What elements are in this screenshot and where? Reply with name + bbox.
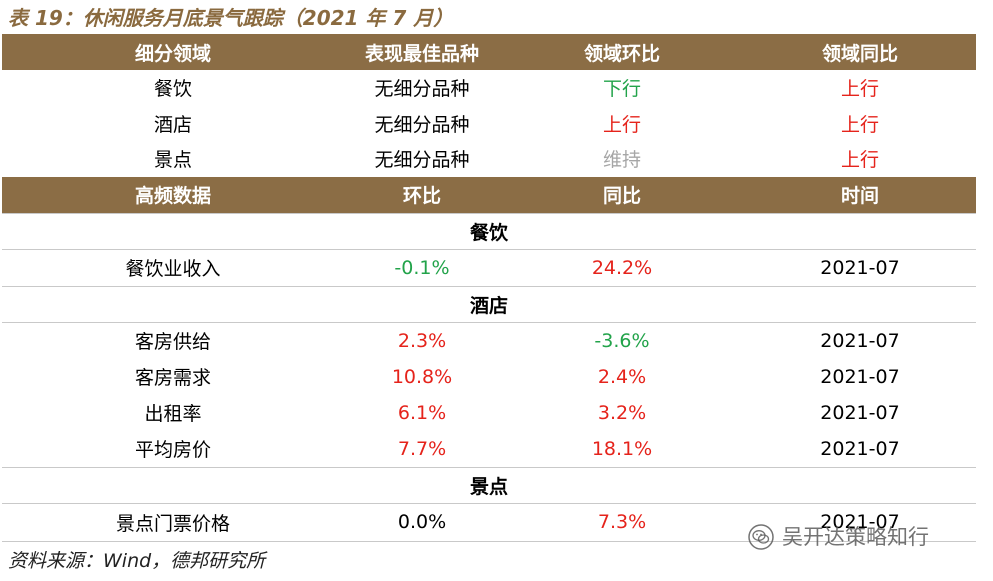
sector-mom: 下行 (602, 78, 641, 101)
metric-time: 2021-07 (820, 401, 900, 424)
metric-yoy: 24.2% (591, 256, 653, 279)
section-title: 景点 (2, 466, 976, 504)
metric-name: 客房供给 (134, 331, 211, 353)
sector-name: 酒店 (153, 113, 192, 136)
metric-name: 客房需求 (134, 367, 211, 389)
metric-name: 景点门票价格 (2, 503, 344, 542)
table-row: 客房供给 2.3% -3.6% 2021-07 (2, 322, 976, 359)
sector-name: 餐饮 (153, 78, 192, 101)
table-row: 客房需求 10.8% 2.4% 2021-07 (2, 359, 976, 395)
metric-yoy: 7.3% (500, 503, 744, 542)
column-header: 高频数据 (2, 176, 344, 213)
metric-name: 餐饮业收入 (125, 258, 221, 280)
sector-yoy: 上行 (840, 149, 879, 172)
metric-mom: -0.1% (394, 256, 450, 279)
metric-time: 2021-07 (820, 329, 900, 352)
metric-time: 2021-07 (820, 256, 900, 279)
table-row: 餐饮 无细分品种 下行 上行 (2, 70, 976, 106)
watermark: 吴开达策略知行 (748, 522, 929, 552)
metric-mom: 6.1% (397, 401, 447, 424)
column-header: 同比 (500, 176, 744, 213)
metric-name: 出租率 (144, 403, 202, 425)
table-row: 景点 无细分品种 维持 上行 (2, 141, 976, 177)
section-row: 餐饮 (2, 212, 976, 250)
source-note: 资料来源：Wind，德邦研究所 (8, 550, 266, 572)
metric-yoy: -3.6% (594, 329, 650, 352)
column-header: 环比 (344, 176, 500, 213)
metric-mom: 10.8% (391, 365, 453, 388)
column-header: 时间 (744, 176, 976, 213)
column-header: 领域环比 (500, 34, 744, 70)
metric-yoy: 18.1% (591, 437, 653, 460)
column-header: 细分领域 (2, 34, 344, 70)
metric-time: 2021-07 (820, 365, 900, 388)
table-row: 餐饮业收入 -0.1% 24.2% 2021-07 (2, 249, 976, 286)
table-row: 景点门票价格 0.0% 7.3% 2021-07 (2, 503, 976, 542)
metric-time: 2021-07 (744, 503, 976, 542)
metric-yoy: 2.4% (597, 365, 647, 388)
leisure-service-table: 细分领域 表现最佳品种 领域环比 领域同比 餐饮 无细分品种 下行 上行 酒店 … (2, 34, 976, 542)
column-header: 表现最佳品种 (344, 34, 500, 70)
section-row: 景点 (2, 466, 976, 504)
sector-name: 景点 (153, 149, 192, 172)
section-title: 酒店 (2, 285, 976, 323)
sector-mom: 上行 (602, 113, 641, 136)
watermark-text: 吴开达策略知行 (782, 525, 929, 549)
metric-mom: 2.3% (397, 329, 447, 352)
table-row: 平均房价 7.7% 18.1% 2021-07 (2, 431, 976, 468)
section-title: 餐饮 (2, 212, 976, 250)
table-row: 出租率 6.1% 3.2% 2021-07 (2, 395, 976, 431)
table-row: 酒店 无细分品种 上行 上行 (2, 106, 976, 142)
table-title: 表 19：休闲服务月底景气跟踪（2021 年 7 月） (8, 6, 454, 30)
header-row-sectors: 细分领域 表现最佳品种 领域环比 领域同比 (2, 34, 976, 70)
metric-mom: 7.7% (397, 437, 447, 460)
metric-mom: 0.0% (344, 503, 500, 542)
best-variety: 无细分品种 (374, 78, 470, 101)
sector-yoy: 上行 (840, 113, 879, 136)
sector-mom: 维持 (602, 149, 641, 172)
metric-time: 2021-07 (820, 437, 900, 460)
column-header: 领域同比 (744, 34, 976, 70)
header-row-high-frequency: 高频数据 环比 同比 时间 (2, 176, 976, 213)
section-row: 酒店 (2, 285, 976, 323)
metric-name: 平均房价 (134, 439, 211, 461)
best-variety: 无细分品种 (374, 113, 470, 136)
wechat-icon (748, 524, 774, 550)
best-variety: 无细分品种 (374, 149, 470, 172)
sector-yoy: 上行 (840, 78, 879, 101)
metric-yoy: 3.2% (597, 401, 647, 424)
